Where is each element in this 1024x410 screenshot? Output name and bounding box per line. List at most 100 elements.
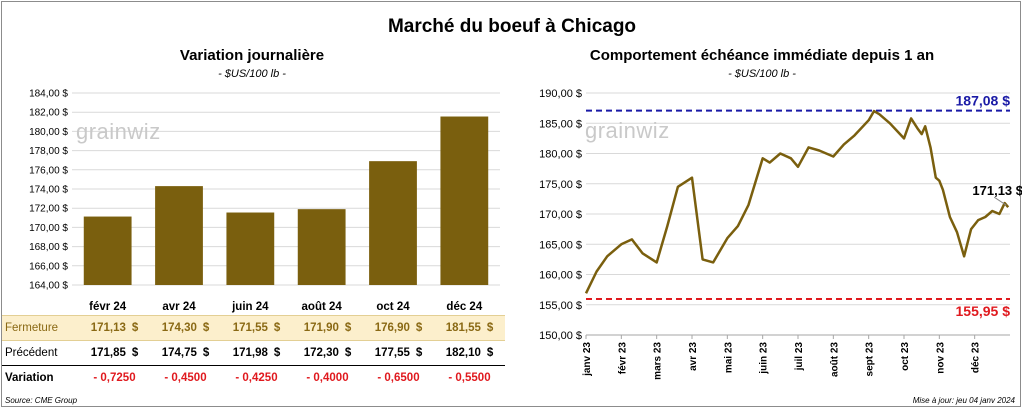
table-cell: - 0,4500 — [150, 366, 221, 391]
update-note: Mise à jour: jeu 04 janv 2024 — [912, 396, 1015, 405]
x-tick-label: août 24 — [302, 301, 343, 313]
x-tick-label: déc 23 — [971, 342, 982, 374]
right-chart-unit: - $US/100 lb - — [728, 68, 796, 80]
x-tick-label: nov 23 — [935, 342, 946, 374]
cell-currency: $ — [486, 347, 494, 359]
bar — [83, 216, 132, 285]
bar — [155, 186, 203, 285]
y-tick-label: 190,00 $ — [539, 88, 582, 100]
cell-value: 174,30 — [161, 322, 197, 334]
right-line-chart: 150,00 $ 155,00 $ 160,00 $ 165,00 $ 170,00 $… — [539, 88, 1022, 380]
cell-currency: $ — [415, 322, 423, 334]
cell-value: 171,55 — [232, 322, 268, 334]
table-cell: 182,10 $ — [434, 340, 505, 366]
x-tick-label: oct 23 — [900, 342, 911, 371]
last-value-leader — [993, 196, 1007, 206]
cell-value: - 0,5500 — [448, 372, 491, 384]
y-tick-label: 160,00 $ — [539, 270, 582, 282]
cell-currency: $ — [273, 322, 281, 334]
high-value-label: 187,08 $ — [956, 93, 1011, 109]
left-chart-title: Variation journalière — [179, 47, 325, 64]
cell-value: 172,30 — [303, 347, 339, 359]
y-tick-label: 165,00 $ — [539, 239, 582, 251]
cell-value: 177,55 — [374, 347, 410, 359]
cell-value: - 0,7250 — [93, 372, 136, 384]
y-tick-label: 155,00 $ — [539, 300, 582, 312]
y-tick-label: 180,00 $ — [29, 127, 68, 138]
x-tick-label: juil 23 — [794, 342, 805, 372]
cell-value: 176,90 — [374, 322, 410, 334]
source-note: Source: CME Group — [5, 396, 78, 405]
table-row: Précédent 171,85 $174,75 $171,98 $172,30 $177… — [2, 340, 505, 366]
table-row: Fermeture 171,13 $174,30 $171,55 $171,90 $176… — [2, 315, 505, 341]
x-tick-label: janv 23 — [582, 342, 593, 377]
y-tick-label: 170,00 $ — [539, 209, 582, 221]
y-tick-label: 164,00 $ — [29, 281, 68, 292]
x-tick-label: déc 24 — [446, 301, 482, 313]
table-cell: - 0,7250 — [79, 366, 150, 391]
y-tick-label: 178,00 $ — [29, 146, 68, 157]
y-tick-label: 175,00 $ — [539, 179, 582, 191]
y-tick-label: 176,00 $ — [29, 165, 68, 176]
cell-value: 171,85 — [90, 347, 126, 359]
y-tick-label: 180,00 $ — [539, 149, 582, 161]
cell-currency: $ — [344, 347, 352, 359]
table-cell: - 0,4250 — [221, 366, 292, 391]
table-cell: 171,13 $ — [79, 315, 150, 341]
table-cell: - 0,4000 — [292, 366, 363, 391]
table-cell: 174,30 $ — [150, 315, 221, 341]
y-tick-label: 182,00 $ — [29, 108, 68, 119]
y-tick-label: 185,00 $ — [539, 118, 582, 130]
row-label: Fermeture — [2, 315, 79, 341]
y-tick-label: 170,00 $ — [29, 223, 68, 234]
bar — [226, 212, 275, 285]
cell-currency: $ — [273, 347, 281, 359]
cell-value: - 0,6500 — [377, 372, 420, 384]
x-tick-label: mars 23 — [653, 342, 664, 380]
table-row: Variation - 0,7250 - 0,4500 - 0,4250 - 0,400… — [2, 366, 505, 391]
left-chart-unit: - $US/100 lb - — [218, 68, 286, 80]
row-label: Précédent — [2, 340, 79, 366]
cell-value: 181,55 — [445, 322, 481, 334]
table-cell: 171,90 $ — [292, 315, 363, 341]
bar — [297, 209, 346, 285]
right-chart-title: Comportement échéance immédiate depuis 1… — [589, 47, 935, 64]
cell-value: 171,90 — [303, 322, 339, 334]
cell-value: - 0,4500 — [164, 372, 207, 384]
cell-currency: $ — [131, 322, 139, 334]
table-cell: 171,55 $ — [221, 315, 292, 341]
cell-currency: $ — [202, 322, 210, 334]
y-tick-label: 168,00 $ — [29, 242, 68, 253]
left-bar-chart: 164,00 $ 166,00 $ 168,00 $ 170,00 $ 172,00 $… — [29, 89, 500, 313]
price-series-line — [584, 109, 1010, 294]
cell-value: 171,98 — [232, 347, 268, 359]
cell-value: 171,13 — [90, 322, 126, 334]
x-tick-label: avr 24 — [162, 301, 196, 313]
cell-value: 174,75 — [161, 347, 197, 359]
cell-currency: $ — [486, 322, 494, 334]
x-tick-label: févr 24 — [89, 301, 127, 313]
cell-currency: $ — [202, 347, 210, 359]
x-tick-label: févr 23 — [617, 342, 628, 375]
table-cell: - 0,5500 — [434, 366, 505, 391]
table-cell: 174,75 $ — [150, 340, 221, 366]
table-cell: 172,30 $ — [292, 340, 363, 366]
left-watermark: grainwiz — [76, 119, 161, 144]
low-value-label: 155,95 $ — [956, 303, 1011, 319]
x-tick-label: juin 23 — [759, 342, 770, 375]
cell-value: - 0,4000 — [306, 372, 349, 384]
bar — [369, 161, 417, 285]
row-label: Variation — [5, 372, 54, 384]
cell-value: 182,10 — [445, 347, 481, 359]
y-tick-label: 174,00 $ — [29, 185, 68, 196]
table-cell: 181,55 $ — [434, 315, 505, 341]
x-tick-label: mai 23 — [723, 342, 734, 374]
bar — [440, 116, 489, 286]
cell-value: - 0,4250 — [235, 372, 278, 384]
cell-currency: $ — [415, 347, 423, 359]
table-cell: - 0,6500 — [363, 366, 434, 391]
x-tick-label: oct 24 — [376, 301, 410, 313]
y-tick-label: 150,00 $ — [539, 330, 582, 342]
x-tick-label: sept 23 — [865, 342, 876, 377]
